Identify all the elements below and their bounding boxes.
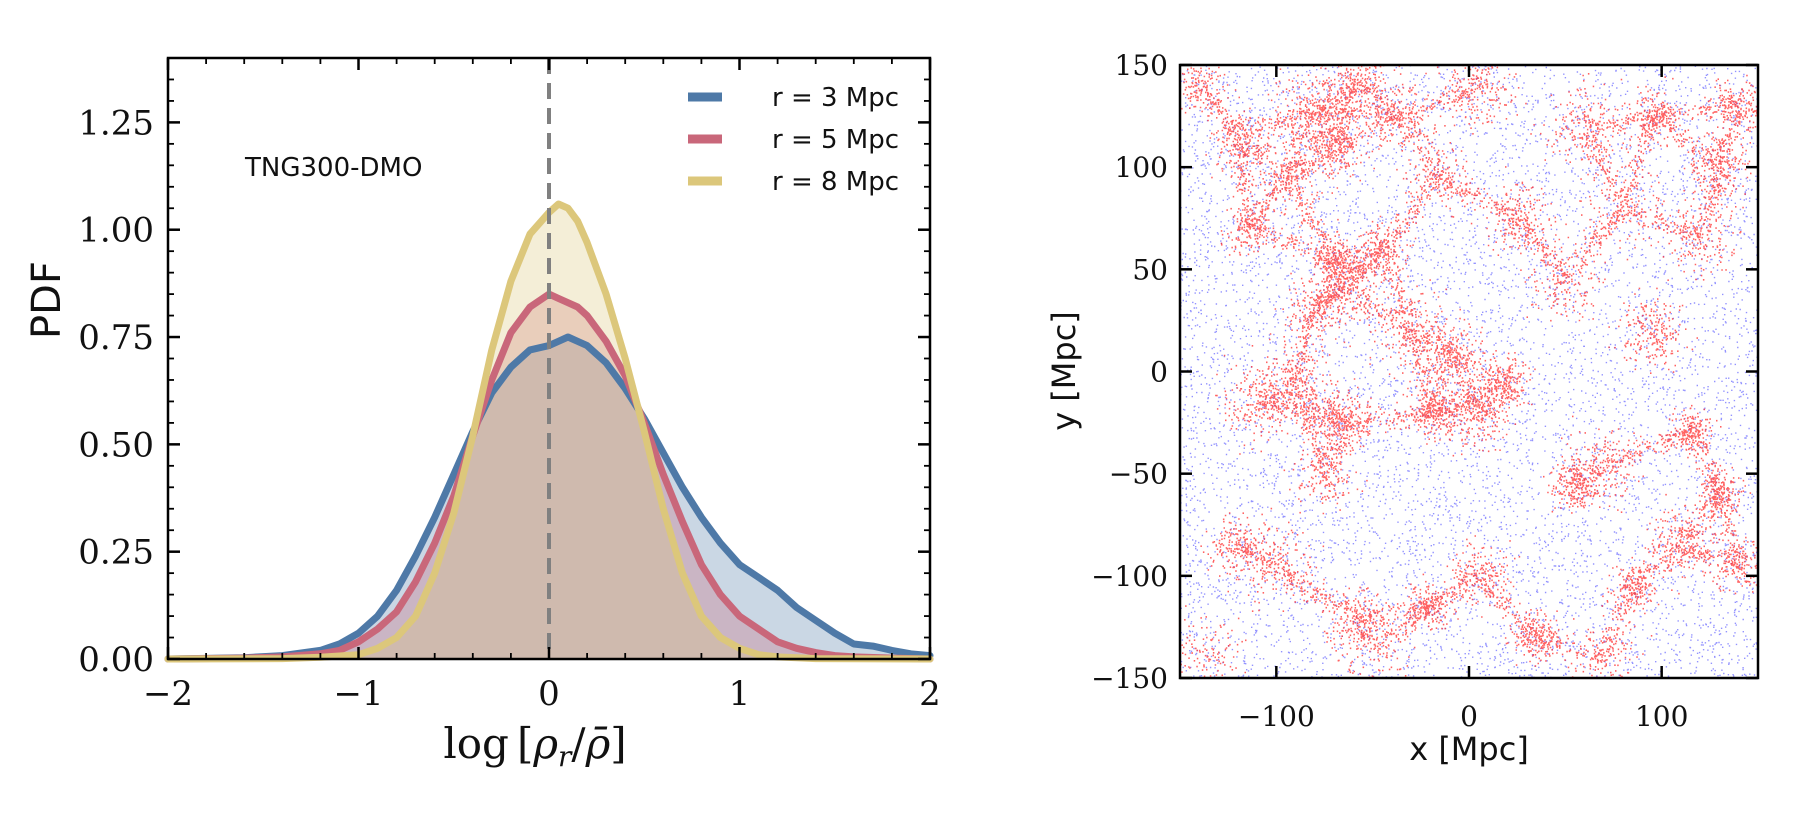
xlabel-rhobar: ρ̄ (585, 719, 611, 768)
xlabel-rbrack: ] (610, 719, 626, 768)
x-tick-label: −1 (333, 674, 383, 714)
x-tick-label: 1 (729, 674, 751, 714)
pdf-series-lines (164, 200, 934, 663)
sx-tick-label: −100 (1238, 700, 1315, 733)
xlabel-sub: r (558, 740, 573, 773)
y-tick-label: 0.75 (78, 318, 154, 358)
pdf-chart: −2 −1 0 1 2 0.00 0.25 0.50 0.75 1.00 1.25 PDF TNG3… (24, 56, 941, 773)
scatter-chart: −100 0 100 −150 −100 −50 0 50 100 150 x [Mpc] y [… (1045, 49, 1760, 768)
xlabel-lbrack: [ (517, 719, 533, 768)
pdf-line-2 (164, 290, 934, 663)
sy-tick-label: 50 (1132, 253, 1168, 286)
legend-label-3: r = 8 Mpc (772, 167, 899, 197)
pdf-xlabel: log [ρr/ρ̄] (443, 719, 626, 773)
y-tick-label: 0.25 (78, 533, 154, 573)
sy-tick-label: −50 (1109, 458, 1168, 491)
sy-tick-label: 0 (1150, 356, 1168, 389)
x-tick-label: −2 (143, 674, 193, 714)
scatter-xlabel: x [Mpc] (1409, 730, 1529, 768)
pdf-line-1 (164, 333, 934, 663)
y-tick-label: 0.50 (78, 425, 154, 465)
xlabel-rho: ρ (532, 719, 558, 768)
y-tick-label: 1.25 (78, 103, 154, 143)
pdf-fill-2 (168, 294, 930, 659)
scatter-ticks: −100 0 100 −150 −100 −50 0 50 100 150 (1091, 49, 1758, 733)
xlabel-log: log (443, 719, 509, 768)
scatter-points (1180, 64, 1760, 679)
sy-tick-label: 150 (1115, 49, 1168, 82)
pdf-ticks: −2 −1 0 1 2 0.00 0.25 0.50 0.75 1.00 1.25 (78, 58, 941, 714)
sx-tick-label: 0 (1460, 700, 1478, 733)
scatter-series-dense (1180, 64, 1759, 679)
x-tick-label: 2 (919, 674, 941, 714)
pdf-ylabel: PDF (24, 261, 70, 339)
pdf-line-3 (164, 200, 934, 663)
pdf-legend: r = 3 Mpc r = 5 Mpc r = 8 Mpc (688, 83, 899, 197)
y-tick-label: 1.00 (78, 211, 154, 251)
sy-tick-label: 100 (1115, 151, 1168, 184)
scatter-ylabel: y [Mpc] (1045, 311, 1083, 431)
legend-label-1: r = 3 Mpc (772, 83, 899, 113)
legend-label-2: r = 5 Mpc (772, 125, 899, 155)
xlabel-slash: / (571, 719, 586, 768)
x-tick-label: 0 (538, 674, 560, 714)
sy-tick-label: −100 (1091, 560, 1168, 593)
tng-annotation: TNG300-DMO (244, 153, 422, 183)
sx-tick-label: 100 (1635, 700, 1688, 733)
pdf-fill-3 (168, 204, 930, 659)
sy-tick-label: −150 (1091, 662, 1168, 695)
scatter-series-field (1180, 64, 1760, 679)
y-tick-label: 0.00 (78, 640, 154, 680)
